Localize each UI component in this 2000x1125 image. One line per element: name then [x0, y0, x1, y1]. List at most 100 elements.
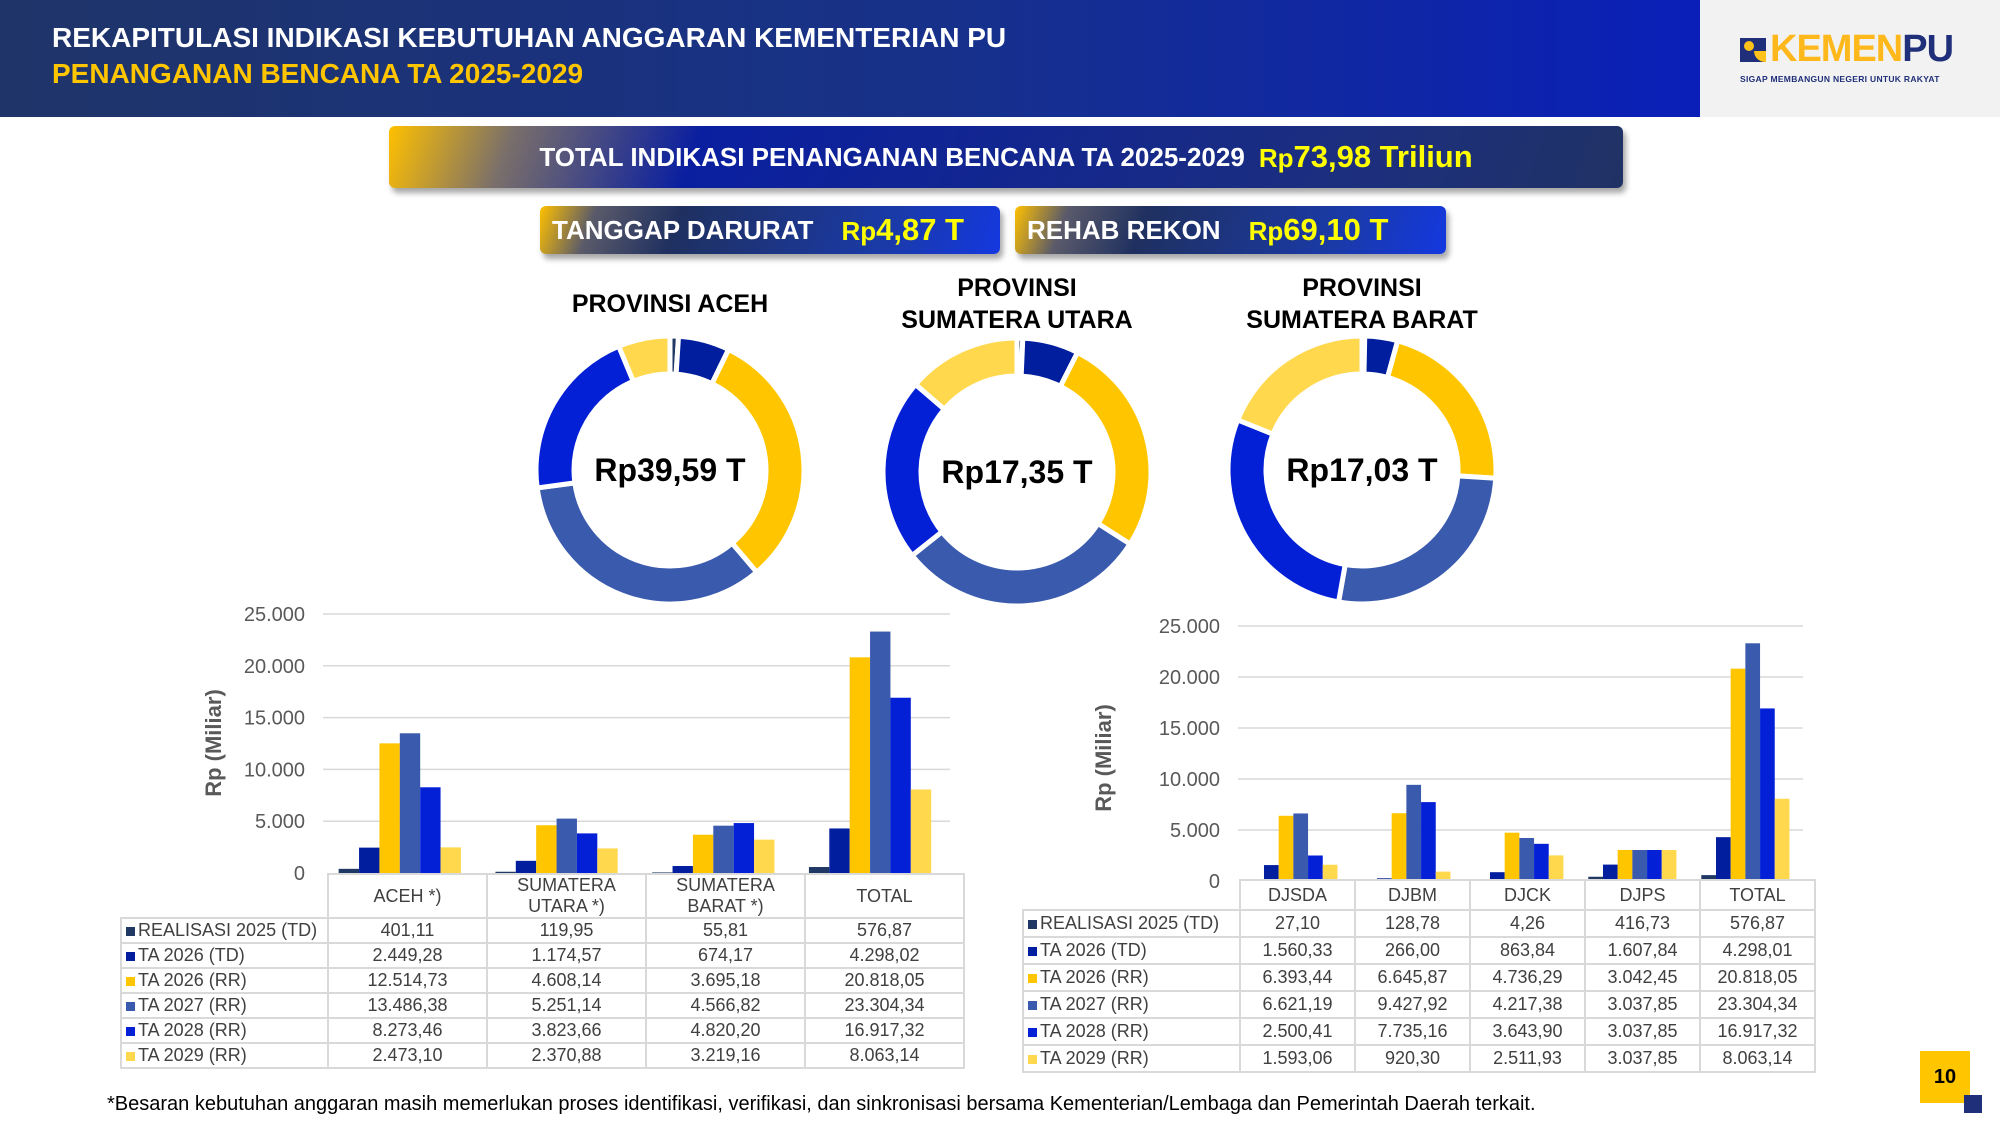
category-header: ACEH *) — [327, 873, 488, 919]
bar — [692, 834, 714, 873]
logo-wordmark: KEMENPU — [1770, 28, 1954, 70]
category-header: SUMATERA BARAT *) — [645, 873, 806, 919]
table-cell: 4.736,29 — [1469, 963, 1586, 992]
table-cell: 3.823,66 — [486, 1017, 647, 1044]
table-cell: 16.917,32 — [804, 1017, 965, 1044]
bar — [536, 825, 557, 873]
donut-title-aceh: PROVINSI ACEH — [571, 290, 769, 318]
bar — [1406, 784, 1422, 881]
table-cell: 4.217,38 — [1469, 990, 1586, 1019]
table-cell: 13.486,38 — [327, 992, 488, 1019]
table-cell: 416,73 — [1584, 909, 1701, 938]
category-header: SUMATERA UTARA *) — [486, 873, 647, 919]
table-cell: 3.219,16 — [645, 1042, 806, 1069]
y-tick-label: 15.000 — [244, 708, 305, 730]
legend-swatch-icon — [126, 1051, 135, 1061]
bar — [1421, 802, 1436, 881]
bar — [1774, 798, 1790, 881]
table-row: TA 2026 (TD) 1.560,33 266,00 863,84 1.607,84… — [1022, 936, 1816, 965]
table-cell: 16.917,32 — [1699, 1017, 1816, 1046]
bar — [399, 733, 421, 873]
table-cell: 27,10 — [1239, 909, 1356, 938]
table-cell: 576,87 — [1699, 909, 1816, 938]
y-tick-label: 20.000 — [244, 656, 305, 678]
table-cell: 6.621,19 — [1239, 990, 1356, 1019]
donut-center-aceh: Rp39,59 T — [594, 452, 746, 488]
y-axis-label-left: Rp (Miliar) — [200, 689, 226, 797]
table-cell: 4.608,14 — [486, 967, 647, 994]
data-table-provinsi: ACEH *) SUMATERA UTARA *) SUMATERA BARAT *… — [120, 873, 965, 1069]
table-cell: 119,95 — [486, 917, 647, 944]
table-row: TA 2026 (RR) 6.393,44 6.645,87 4.736,29 3.04… — [1022, 963, 1816, 992]
bar — [576, 833, 598, 873]
table-cell: 5.251,14 — [486, 992, 647, 1019]
table-cell: 3.037,85 — [1584, 1044, 1701, 1073]
bar — [1602, 864, 1618, 881]
bar — [1391, 813, 1407, 881]
page-number: 10 — [1920, 1051, 1970, 1103]
legend-swatch-icon — [126, 951, 135, 961]
rr-value: 69,10 T — [1283, 212, 1389, 247]
donut-slice — [615, 333, 673, 385]
table-cell: 8.063,14 — [1699, 1044, 1816, 1073]
bar — [1322, 864, 1338, 881]
table-cell: 2.370,88 — [486, 1042, 647, 1069]
bar — [829, 828, 850, 873]
y-axis-label-right: Rp (Miliar) — [1090, 704, 1116, 812]
table-cell: 674,17 — [645, 942, 806, 969]
legend-swatch-icon — [1028, 1000, 1037, 1010]
y-tick-label: 15.000 — [1159, 718, 1220, 740]
bar — [870, 631, 891, 873]
y-tick-label: 5.000 — [255, 811, 305, 833]
bar — [1715, 837, 1731, 881]
table-cell: 9.427,92 — [1354, 990, 1471, 1019]
bar — [1588, 876, 1603, 881]
bar — [890, 697, 911, 873]
table-row: TA 2027 (RR) 6.621,19 9.427,92 4.217,38 3.03… — [1022, 990, 1816, 1019]
bar — [1548, 855, 1564, 881]
table-cell: 2.500,41 — [1239, 1017, 1356, 1046]
logo-mark-icon — [1740, 38, 1766, 62]
header-bar: REKAPITULASI INDIKASI KEBUTUHAN ANGGARAN… — [0, 0, 1700, 117]
table-cell: 576,87 — [804, 917, 965, 944]
table-cell: 1.174,57 — [486, 942, 647, 969]
table-row: TA 2028 (RR) 8.273,46 3.823,66 4.820,20 16.9… — [120, 1017, 965, 1044]
legend-swatch-icon — [126, 976, 135, 986]
table-cell: 3.037,85 — [1584, 1017, 1701, 1046]
donut-slice — [912, 335, 1020, 413]
y-tick-label: 5.000 — [1170, 820, 1220, 842]
table-cell: 1.593,06 — [1239, 1044, 1356, 1073]
table-cell: 20.818,05 — [1699, 963, 1816, 992]
legend-swatch-icon — [1028, 1027, 1037, 1037]
table-cell: 3.037,85 — [1584, 990, 1701, 1019]
table-row: TA 2027 (RR) 13.486,38 5.251,14 4.566,82 23.… — [120, 992, 965, 1019]
bar — [754, 839, 775, 873]
table-cell: 23.304,34 — [804, 992, 965, 1019]
y-tick-label: 0 — [294, 863, 305, 885]
rehab-rekon-banner: REHAB REKON Rp69,10 T — [1015, 206, 1446, 254]
table-cell: 863,84 — [1469, 936, 1586, 965]
bar — [495, 871, 516, 873]
bar — [713, 825, 734, 873]
bar — [1308, 855, 1323, 881]
bar — [910, 789, 932, 873]
bar — [1701, 875, 1716, 881]
table-cell: 920,30 — [1354, 1044, 1471, 1073]
legend-swatch-icon — [1028, 919, 1037, 929]
category-header: DJSDA — [1239, 879, 1356, 911]
table-cell: 4.298,02 — [804, 942, 965, 969]
donut-title-sumbar: PROVINSI SUMATERA BARAT — [1246, 274, 1478, 334]
bar — [359, 847, 380, 873]
bar — [1760, 708, 1775, 881]
bar — [672, 866, 693, 873]
table-cell: 2.511,93 — [1469, 1044, 1586, 1073]
legend-swatch-icon — [1028, 1054, 1037, 1064]
table-row: TA 2029 (RR) 1.593,06 920,30 2.511,93 3.037,… — [1022, 1044, 1816, 1073]
table-cell: 7.735,16 — [1354, 1017, 1471, 1046]
bar — [808, 867, 830, 873]
legend-swatch-icon — [126, 926, 135, 936]
table-cell: 2.449,28 — [327, 942, 488, 969]
bar — [1435, 871, 1451, 881]
